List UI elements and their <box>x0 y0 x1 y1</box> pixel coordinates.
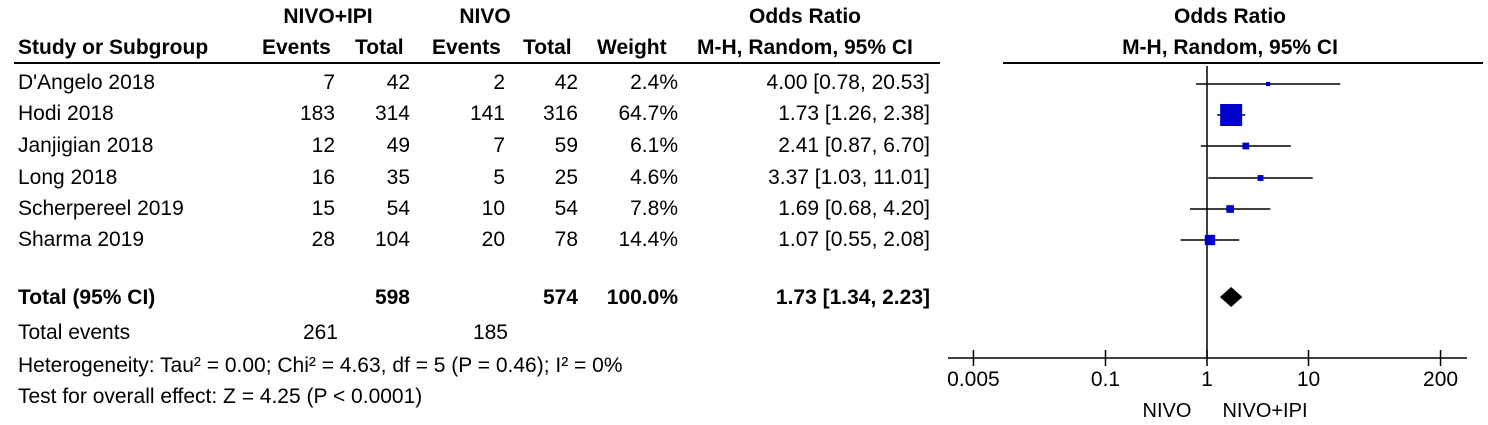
effect-marker <box>1242 142 1250 150</box>
total1-cell: 42 <box>386 71 410 94</box>
col-events2-header: Events <box>432 36 501 59</box>
events1-cell: 12 <box>311 134 335 157</box>
events1-cell: 15 <box>311 197 335 220</box>
events2-cell: 141 <box>469 102 505 125</box>
plot-header-divider <box>1003 62 1483 64</box>
x-tick-label: 10 <box>1297 368 1320 391</box>
weight-cell: 4.6% <box>630 166 678 189</box>
odds-ratio-plot-header: Odds Ratio <box>1173 5 1286 28</box>
events1-cell: 7 <box>323 71 335 94</box>
col-total2-header: Total <box>523 36 572 59</box>
ci-cell: 3.37 [1.03, 11.01] <box>768 166 930 189</box>
events2-cell: 2 <box>493 71 505 94</box>
ci-cell: 2.41 [0.87, 6.70] <box>778 134 930 157</box>
x-tick-label: 0.005 <box>947 368 1000 391</box>
weight-cell: 6.1% <box>630 134 678 157</box>
effect-marker <box>1226 205 1234 213</box>
effect-marker <box>1204 234 1216 246</box>
events2-cell: 5 <box>493 166 505 189</box>
total-label: Total (95% CI) <box>18 286 156 309</box>
total-events-label: Total events <box>18 321 131 344</box>
col-study-header: Study or Subgroup <box>18 36 209 59</box>
col-weight-header: Weight <box>597 36 667 59</box>
x-tick-label: 0.1 <box>1091 368 1120 391</box>
events2-cell: 7 <box>493 134 505 157</box>
ci-cell: 1.73 [1.26, 2.38] <box>778 102 930 125</box>
col-total1-header: Total <box>355 36 404 59</box>
weight-cell: 14.4% <box>618 228 678 251</box>
total1-cell: 314 <box>374 102 410 125</box>
total1-cell: 104 <box>374 228 410 251</box>
total2-cell: 42 <box>554 71 578 94</box>
ci-cell: 4.00 [0.78, 20.53] <box>766 71 930 94</box>
study-name: Janjigian 2018 <box>18 134 154 157</box>
events2-cell: 10 <box>481 197 505 220</box>
odds-ratio-header: Odds Ratio <box>748 5 861 28</box>
total1-cell: 598 <box>374 286 410 309</box>
total-events1-cell: 261 <box>302 321 338 344</box>
study-name: Hodi 2018 <box>18 102 114 125</box>
study-name: Scherpereel 2019 <box>18 197 184 220</box>
header-divider <box>14 62 940 64</box>
total2-cell: 54 <box>554 197 578 220</box>
total2-cell: 574 <box>542 286 578 309</box>
group1-header: NIVO+IPI <box>283 5 373 28</box>
col-events1-header: Events <box>262 36 331 59</box>
events2-cell: 20 <box>481 228 505 251</box>
effect-marker <box>1257 175 1264 181</box>
ci-cell: 1.69 [0.68, 4.20] <box>778 197 930 220</box>
effect-marker <box>1220 104 1243 126</box>
study-name: D'Angelo 2018 <box>18 71 156 94</box>
total1-cell: 35 <box>386 166 410 189</box>
total2-cell: 78 <box>554 228 578 251</box>
col-method-header: M-H, Random, 95% CI <box>697 36 913 59</box>
heterogeneity-text: Heterogeneity: Tau² = 0.00; Chi² = 4.63,… <box>18 354 623 377</box>
total-weight-cell: 100.0% <box>606 286 678 309</box>
total2-cell: 316 <box>542 102 578 125</box>
x-tick-label: 1 <box>1201 368 1213 391</box>
col-method-plot-header: M-H, Random, 95% CI <box>1122 36 1338 59</box>
study-name: Sharma 2019 <box>18 228 145 251</box>
total2-cell: 25 <box>554 166 578 189</box>
group2-header: NIVO <box>459 5 511 28</box>
total1-cell: 49 <box>386 134 410 157</box>
weight-cell: 64.7% <box>618 102 678 125</box>
weight-cell: 2.4% <box>630 71 678 94</box>
weight-cell: 7.8% <box>630 197 678 220</box>
ci-cell: 1.07 [0.55, 2.08] <box>778 228 930 251</box>
effect-marker <box>1265 81 1271 87</box>
events1-cell: 183 <box>299 102 335 125</box>
total2-cell: 59 <box>554 134 578 157</box>
total-events2-cell: 185 <box>472 321 508 344</box>
favours-right-label: NIVO+IPI <box>1222 400 1307 422</box>
events1-cell: 16 <box>311 166 335 189</box>
favours-left-label: NIVO <box>1143 400 1192 422</box>
total1-cell: 54 <box>386 197 410 220</box>
total-ci-cell: 1.73 [1.34, 2.23] <box>775 286 930 309</box>
study-name: Long 2018 <box>18 166 118 189</box>
overall-effect-text: Test for overall effect: Z = 4.25 (P < 0… <box>18 385 423 408</box>
x-tick-label: 200 <box>1423 368 1458 391</box>
events1-cell: 28 <box>311 228 335 251</box>
pooled-diamond <box>1219 287 1243 307</box>
